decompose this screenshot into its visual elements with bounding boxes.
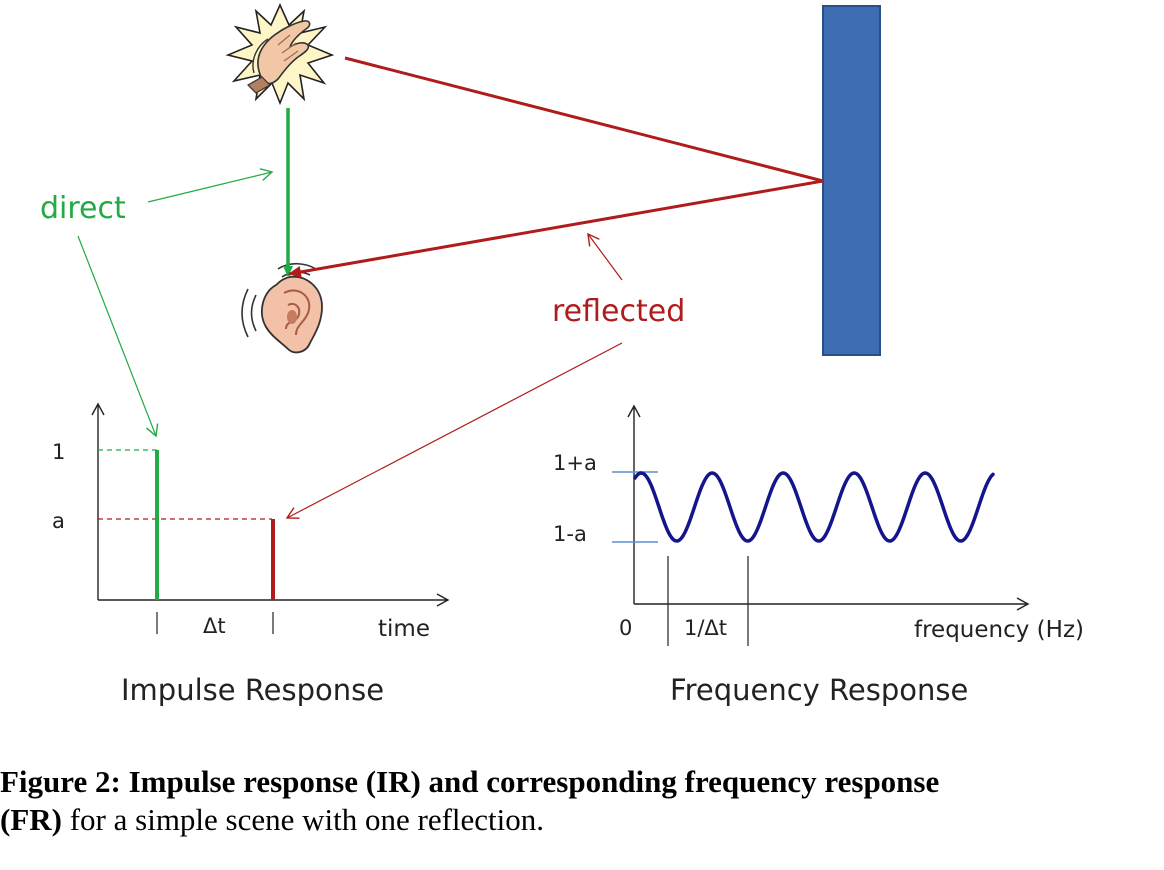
- ir-delta-label: Δt: [203, 614, 226, 638]
- ir-x-label: time: [378, 616, 430, 642]
- clapping-hands-icon: [225, 3, 335, 106]
- caption-rest-text: for a simple scene with one reflection.: [61, 802, 545, 837]
- ir-title: Impulse Response: [121, 673, 384, 707]
- fr-ytick-high: 1+a: [553, 451, 597, 475]
- fr-ytick-low: 1-a: [553, 522, 587, 546]
- frequency-response-plot: 1+a 1-a 0 1/Δt frequency (Hz) Frequency …: [553, 404, 1084, 707]
- direct-label: direct: [40, 191, 126, 226]
- ir-ytick-a: a: [52, 509, 65, 533]
- fr-x-origin: 0: [619, 616, 632, 640]
- reflected-path-return: [288, 179, 824, 278]
- wall-reflector: [822, 5, 881, 356]
- impulse-response-plot: 1 a Δt time Impulse Response: [52, 402, 450, 707]
- fr-title: Frequency Response: [670, 673, 968, 707]
- reflected-pointer-to-path: [587, 232, 623, 281]
- ear-icon: [241, 262, 323, 354]
- ir-ytick-1: 1: [52, 440, 65, 464]
- fr-x-label: frequency (Hz): [914, 617, 1084, 643]
- figure-caption: Figure 2: Impulse response (IR) and corr…: [0, 763, 1164, 839]
- caption-fr-abbrev: (FR): [0, 802, 62, 837]
- fr-comb-curve: [633, 471, 995, 543]
- reflected-label: reflected: [552, 294, 685, 329]
- direct-pointer-to-impulse: [77, 235, 159, 438]
- reflected-pointer-to-impulse: [285, 342, 623, 519]
- fr-period-label: 1/Δt: [684, 616, 727, 640]
- caption-bold-text: Figure 2: Impulse response (IR) and corr…: [0, 764, 940, 799]
- reflected-path-incident: [344, 56, 824, 183]
- direct-pointer-to-path: [147, 168, 274, 203]
